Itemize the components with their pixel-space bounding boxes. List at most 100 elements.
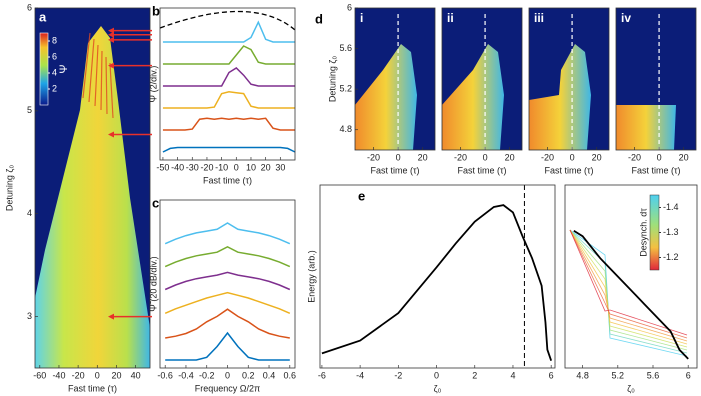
x-axis-label: Frequency Ω/2π [195,383,260,393]
y-axis-label: Ψ (2/div.) [148,66,158,103]
x-tick-label: 6 [549,370,554,380]
x-tick-label: 20 [592,152,602,162]
x-tick-label: -20 [628,152,641,162]
x-axis-label: Fast time (τ) [370,165,419,175]
x-axis-label: Fast time (τ) [68,383,117,393]
x-tick-label: -20 [367,152,380,162]
x-tick-label: 0 [657,152,662,162]
panel-letter: e [358,188,365,203]
trace [164,291,291,314]
x-tick-label: 0 [396,152,401,162]
arrow-head [108,313,114,320]
desync-trace [569,229,688,339]
x-tick-label: -20 [454,152,467,162]
trace [164,222,291,245]
x-tick-label: -30 [186,162,199,172]
x-axis-label: Fast time (τ) [203,175,252,185]
y-axis-label: Energy (arb.) [306,250,316,303]
x-tick-label: 20 [261,162,271,172]
arrow-head [108,131,114,138]
trace [165,308,290,339]
energy-curve [573,229,689,360]
colorbar-label: Ψ [58,64,70,73]
x-tick-label: 20 [418,152,428,162]
x-tick-label: 0.2 [242,370,255,380]
arrow-head [108,31,114,38]
trace [162,117,295,131]
arrow-head [108,62,114,69]
x-tick-label: -0.2 [199,370,215,380]
y-axis-label: Ψ̃ (20 dB/div.) [148,256,158,311]
desync-trace [569,229,688,351]
y-tick-label: 5 [27,105,32,115]
x-tick-label: 4 [510,370,515,380]
heatmap-region [35,26,150,368]
x-tick-label: -60 [33,370,46,380]
x-tick-label: 0 [434,370,439,380]
x-tick-label: -20 [541,152,554,162]
heatmap-region [355,44,417,150]
trace [162,91,295,109]
x-tick-label: -0.6 [157,370,173,380]
x-axis-label: Fast time (τ) [631,165,680,175]
heatmap-stripe [100,50,103,111]
trace [162,20,295,43]
colorbar-label: Desynch. dτ [638,208,648,257]
x-tick-label: -4 [356,370,364,380]
energy-curve [321,204,553,361]
y-tick-label: 5.2 [339,84,352,94]
y-tick-label: 4 [27,208,32,218]
y-axis-label: Detuning ζ₀ [4,165,14,211]
x-tick-label: -2 [394,370,402,380]
colorbar-tick-label: 4 [52,67,57,77]
trace [162,67,295,87]
trace [164,245,291,268]
axes-frame [615,7,697,151]
x-tick-label: 10 [246,162,256,172]
heatmap-region [616,105,676,150]
colorbar [649,194,660,271]
panel-letter: d [315,11,323,26]
y-tick-label: 3 [27,311,32,321]
colorbar-tick-label: 8 [52,35,57,45]
heatmap-stripe [88,38,95,103]
colorbar-tick-label: -1.3 [663,227,679,237]
axes-frame [564,184,698,369]
x-tick-label: -20 [72,370,85,380]
trace [162,45,295,65]
heatmap-stripe [94,44,99,107]
arrow-head [108,27,114,34]
x-tick-label: 0 [570,152,575,162]
x-tick-label: 5.2 [612,370,625,380]
colorbar-tick-label: -1.2 [663,252,679,262]
heatmap-region [442,44,504,150]
x-tick-label: -40 [171,162,184,172]
x-tick-label: 0 [483,152,488,162]
subpanel-label: ii [447,11,454,25]
panel-letter: a [39,9,47,24]
heatmap-stripe [109,62,114,119]
x-axis-label: Fast time (τ) [544,165,593,175]
x-tick-label: -50 [156,162,169,172]
subpanel-label: iv [621,11,631,25]
heatmap-stripe [82,32,91,99]
x-tick-label: -40 [52,370,65,380]
axes-frame [34,7,151,369]
axes-frame [441,7,523,151]
colorbar-tick-label: 2 [52,83,57,93]
x-tick-label: 20 [679,152,689,162]
heatmap-stripe [105,56,108,115]
x-tick-label: 6 [686,370,691,380]
axes-frame [319,184,556,369]
x-tick-label: 20 [111,370,121,380]
x-axis-label: ζ₀ [434,383,442,393]
y-tick-label: 6 [347,2,352,12]
axes-frame [354,7,436,151]
x-axis-label: ζ₀ [627,383,635,393]
subpanel-label: i [360,11,363,25]
trace [165,331,290,361]
desync-trace [569,229,688,345]
x-tick-label: -6 [318,370,326,380]
x-tick-label: 0 [95,370,100,380]
